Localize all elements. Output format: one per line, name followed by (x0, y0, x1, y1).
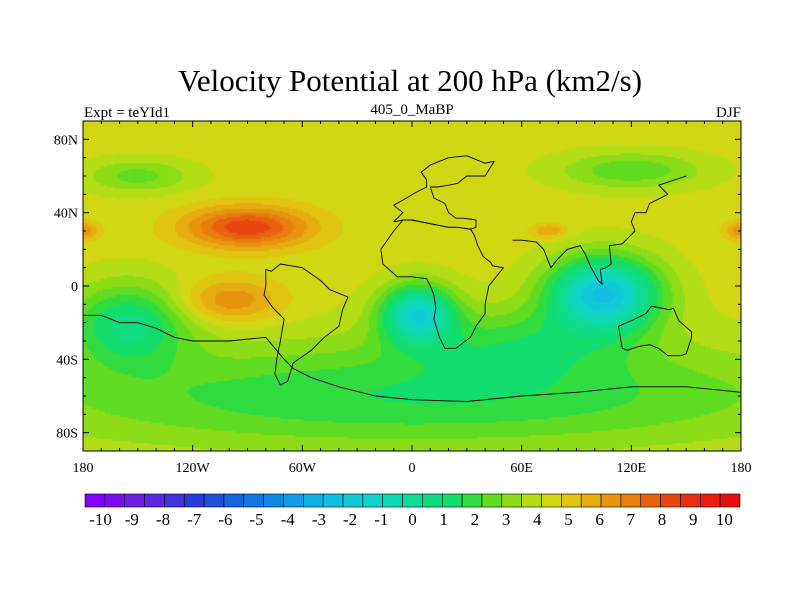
y-tick-label: 80S (56, 427, 78, 442)
colorbar-cell (303, 493, 324, 508)
y-tick-label: 0 (71, 280, 78, 295)
colorbar-label: 4 (533, 510, 542, 529)
x-tick-label: 120E (617, 461, 647, 476)
colorbar-cell (84, 493, 106, 508)
colorbar-label: -7 (187, 510, 202, 529)
colorbar-cell (521, 493, 542, 508)
colorbar-cell (223, 493, 245, 508)
colorbar-cell (481, 493, 503, 508)
colorbar-cell (640, 493, 661, 508)
colorbar: -10 -9 -8 -7 -6 -5 -4 -3 -2 -1 0 1 2 3 4 5 6 7 8 9 10 (84, 493, 741, 529)
colorbar-label: -1 (374, 510, 388, 529)
colorbar-label: 7 (627, 510, 636, 529)
colorbar-cell (541, 493, 562, 508)
colorbar-cell (699, 493, 721, 508)
colorbar-cell (283, 493, 304, 508)
season-label: DJF (716, 105, 741, 121)
x-tick-label: 120W (176, 461, 211, 476)
colorbar-cell (342, 493, 364, 508)
x-tick-label: 180 (731, 461, 752, 476)
colorbar-label: 6 (595, 510, 604, 529)
colorbar-cell (362, 493, 384, 508)
colorbar-cell (183, 493, 205, 508)
colorbar-label: -8 (156, 510, 170, 529)
colorbar-label: -2 (343, 510, 357, 529)
colorbar-cell (501, 493, 522, 508)
colorbar-label: -4 (281, 510, 296, 529)
colorbar-cell (600, 493, 622, 508)
coastline-3 (618, 305, 693, 357)
colorbar-label: 8 (658, 510, 667, 529)
colorbar-cell (580, 493, 602, 508)
colorbar-label: -10 (89, 510, 112, 529)
colorbar-cell (620, 493, 642, 508)
y-tick-labels: 80N 40N 0 40S 80S (54, 133, 78, 441)
experiment-label: Expt = teYId1 (84, 105, 170, 121)
x-tick-label: 60W (289, 461, 317, 476)
colorbar-labels: -10 -9 -8 -7 -6 -5 -4 -3 -2 -1 0 1 2 3 4 5 6 7 8 9 10 (89, 510, 733, 529)
coastline-2 (263, 263, 349, 386)
y-tick-label: 40S (56, 353, 78, 368)
colorbar-label: -5 (249, 510, 263, 529)
colorbar-cells (84, 493, 741, 508)
colorbar-cell (461, 493, 483, 508)
coastlines (83, 155, 742, 402)
colorbar-cell (104, 493, 125, 508)
axis-ticks (82, 120, 742, 452)
colorbar-label: -3 (312, 510, 326, 529)
colorbar-cell (402, 493, 423, 508)
colorbar-label: 5 (564, 510, 573, 529)
colorbar-label: 2 (471, 510, 480, 529)
colorbar-cell (660, 493, 681, 508)
colorbar-label: 10 (716, 510, 733, 529)
colorbar-cell (322, 493, 344, 508)
velocity-potential-field (83, 121, 741, 451)
colorbar-cell (243, 493, 264, 508)
colorbar-label: -6 (218, 510, 232, 529)
y-tick-label: 40N (54, 207, 78, 222)
colorbar-cell (144, 493, 165, 508)
x-tick-label: 180 (73, 461, 94, 476)
colorbar-label: -9 (125, 510, 139, 529)
x-tick-labels: 180 120W 60W 0 60E 120E 180 (73, 461, 752, 476)
x-tick-label: 0 (409, 461, 416, 476)
colorbar-cell (382, 493, 403, 508)
colorbar-cell (422, 493, 443, 508)
colorbar-cell (680, 493, 701, 508)
colorbar-cell (263, 493, 284, 508)
period-label: 405_0_MaBP (370, 102, 453, 118)
coastline-1 (380, 219, 504, 349)
coastline-5 (83, 314, 742, 402)
colorbar-cell (441, 493, 463, 508)
colorbar-label: 1 (439, 510, 448, 529)
colorbar-cell (561, 493, 582, 508)
colorbar-cell (124, 493, 145, 508)
colorbar-label: 9 (689, 510, 698, 529)
colorbar-label: 3 (502, 510, 511, 529)
colorbar-cell (164, 493, 185, 508)
map-panel: 180 120W 60W 0 60E 120E 180 80N 40N 0 40S 80S (54, 120, 752, 476)
x-tick-label: 60E (510, 461, 533, 476)
colorbar-cell (203, 493, 225, 508)
y-tick-label: 80N (54, 133, 78, 148)
chart-title: Velocity Potential at 200 hPa (km2/s) (178, 63, 642, 98)
colorbar-label: 0 (408, 510, 417, 529)
colorbar-cell (719, 493, 741, 508)
coastline-4 (512, 175, 687, 285)
